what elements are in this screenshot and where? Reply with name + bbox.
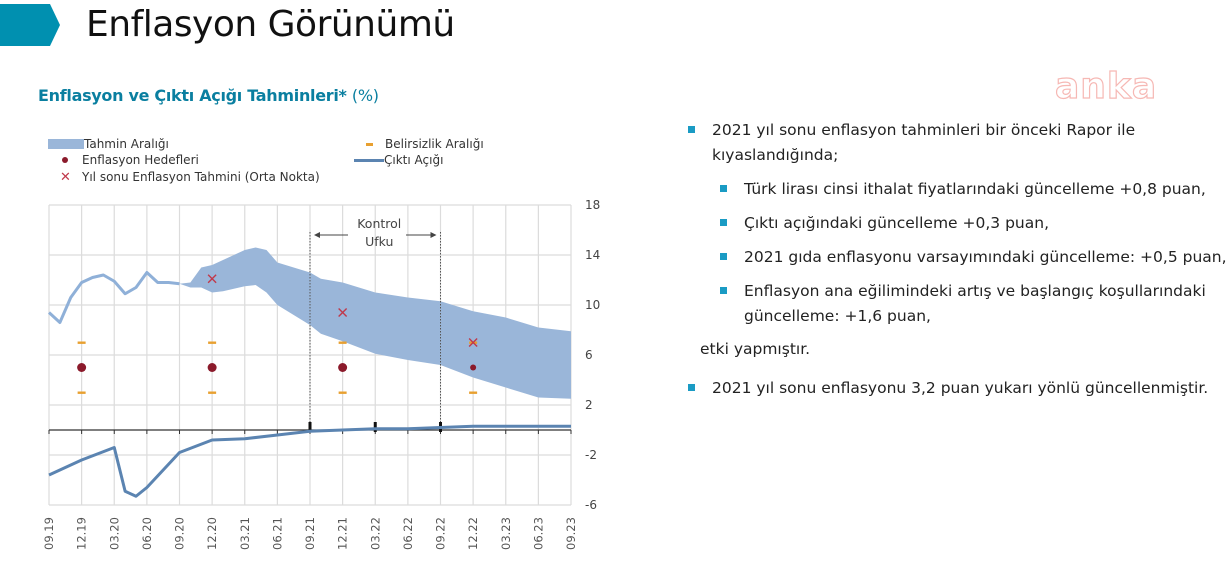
inflation-target-point xyxy=(207,363,217,372)
y-tick-label: 14 xyxy=(585,248,600,262)
uncertainty-range-mark xyxy=(469,391,478,394)
legend-gap-label: Çıktı Açığı xyxy=(384,153,444,167)
bullet-square-icon xyxy=(720,253,727,260)
inflation-target-point xyxy=(338,363,348,372)
legend-forecast-x-icon: ✕ xyxy=(60,169,71,185)
control-horizon-marker xyxy=(308,422,312,432)
bullet-square-icon xyxy=(720,219,727,226)
uncertainty-range-mark xyxy=(208,341,217,344)
legend-item-forecast: ✕ Yıl sonu Enflasyon Tahmini (Orta Nokta… xyxy=(60,169,320,185)
sub-bullet-text: Türk lirası cinsi ithalat fiyatlarındaki… xyxy=(744,180,1206,198)
inflation-target-point xyxy=(77,363,87,372)
closing-text: etki yapmıştır. xyxy=(700,340,811,358)
control-horizon-label: Kontrol xyxy=(357,216,401,231)
legend-band-label: Tahmin Aralığı xyxy=(84,137,169,151)
control-horizon-label: Ufku xyxy=(365,234,393,249)
legend-item-target: Enflasyon Hedefleri xyxy=(62,152,199,168)
y-tick-label: 2 xyxy=(585,398,593,412)
bullet-square-icon xyxy=(720,185,727,192)
bullet-square-icon xyxy=(688,126,695,133)
bullet-square-icon xyxy=(720,287,727,294)
sub-bullet-text: 2021 gıda enflasyonu varsayımındaki günc… xyxy=(744,248,1227,266)
uncertainty-range-mark xyxy=(77,391,86,394)
section-marker-icon xyxy=(0,4,60,46)
x-tick-label: 12.22 xyxy=(466,517,480,550)
x-tick-label: 06.21 xyxy=(270,517,284,550)
bullet-item: 2021 yıl sonu enflasyonu 3,2 puan yukarı… xyxy=(688,376,1228,401)
year-end-forecast-point xyxy=(207,274,217,284)
bullet-text: 2021 yıl sonu enflasyon tahminleri bir ö… xyxy=(712,121,1136,164)
legend-band-swatch xyxy=(48,139,84,149)
legend-target-label: Enflasyon Hedefleri xyxy=(82,153,199,167)
bullet-text: 2021 yıl sonu enflasyonu 3,2 puan yukarı… xyxy=(712,379,1209,397)
x-tick-label: 09.22 xyxy=(434,517,448,550)
year-end-forecast-point xyxy=(468,338,478,347)
inflation-target-point xyxy=(470,364,477,371)
x-tick-label: 06.22 xyxy=(401,517,415,550)
x-tick-label: 09.19 xyxy=(42,517,56,550)
inflation-history-line xyxy=(47,271,180,324)
x-tick-label: 03.22 xyxy=(368,517,382,550)
legend-target-dot-icon xyxy=(62,157,68,163)
legend-forecast-label: Yıl sonu Enflasyon Tahmini (Orta Nokta) xyxy=(82,170,320,184)
uncertainty-range-mark xyxy=(77,341,86,344)
x-tick-label: 06.23 xyxy=(531,517,545,550)
inflation-output-gap-chart: 18 14 10 6 2 -2 -6 09.19 12.19 03.20 06.20 09.20 12.… xyxy=(42,198,600,550)
y-tick-label: 18 xyxy=(585,198,600,212)
sub-bullet-item: 2021 gıda enflasyonu varsayımındaki günc… xyxy=(720,245,1228,270)
legend-item-band: Tahmin Aralığı xyxy=(48,136,169,152)
x-tick-label: 12.21 xyxy=(336,517,350,550)
chart-title-main: Enflasyon ve Çıktı Açığı Tahminleri* xyxy=(38,86,347,105)
sub-bullet-text: Çıktı açığındaki güncelleme +0,3 puan, xyxy=(744,214,1049,232)
x-tick-label: 09.21 xyxy=(303,517,317,550)
sub-bullet-item: Enflasyon ana eğilimindeki artış ve başl… xyxy=(720,279,1228,329)
arrow-head-left-icon xyxy=(314,232,320,238)
x-tick-label: 09.20 xyxy=(173,517,187,550)
y-tick-label: 6 xyxy=(585,348,593,362)
chart-title: Enflasyon ve Çıktı Açığı Tahminleri* (%) xyxy=(38,86,379,105)
y-tick-label: 10 xyxy=(585,298,600,312)
commentary-panel: 2021 yıl sonu enflasyon tahminleri bir ö… xyxy=(688,118,1228,401)
uncertainty-range-mark xyxy=(338,391,347,394)
sub-bullet-item: Çıktı açığındaki güncelleme +0,3 puan, xyxy=(720,211,1228,236)
bullet-square-icon xyxy=(688,384,695,391)
x-tick-label: 09.23 xyxy=(564,517,578,550)
arrow-head-right-icon xyxy=(430,232,437,238)
watermark-logo: anka xyxy=(1054,65,1158,107)
bullet-item: 2021 yıl sonu enflasyon tahminleri bir ö… xyxy=(688,118,1228,168)
page-title: Enflasyon Görünümü xyxy=(86,4,455,45)
legend-item-uncertainty: Belirsizlik Aralığı xyxy=(366,136,484,152)
sub-bullet-item: Türk lirası cinsi ithalat fiyatlarındaki… xyxy=(720,177,1228,202)
legend-item-gap: Çıktı Açığı xyxy=(354,152,443,168)
legend-uncertainty-label: Belirsizlik Aralığı xyxy=(385,137,484,151)
x-tick-label: 03.20 xyxy=(107,517,121,550)
y-tick-label: -2 xyxy=(585,448,597,462)
uncertainty-range-mark xyxy=(208,391,217,394)
sub-bullet-text: Enflasyon ana eğilimindeki artış ve başl… xyxy=(744,282,1206,325)
x-tick-label: 03.21 xyxy=(238,517,252,550)
x-tick-label: 06.20 xyxy=(140,517,154,550)
x-tick-label: 03.23 xyxy=(499,517,513,550)
legend-uncertainty-dash-icon xyxy=(366,142,373,146)
forecast-band-area xyxy=(179,247,571,399)
output-gap-line xyxy=(48,424,571,498)
x-tick-label: 12.19 xyxy=(75,517,89,550)
control-horizon-marker xyxy=(373,422,377,432)
y-tick-label: -6 xyxy=(585,498,597,512)
x-tick-label: 12.20 xyxy=(205,517,219,550)
legend-gap-line-icon xyxy=(354,158,384,162)
chart-title-unit: (%) xyxy=(351,86,379,105)
year-end-forecast-point xyxy=(338,308,348,317)
uncertainty-range-mark xyxy=(338,341,347,344)
